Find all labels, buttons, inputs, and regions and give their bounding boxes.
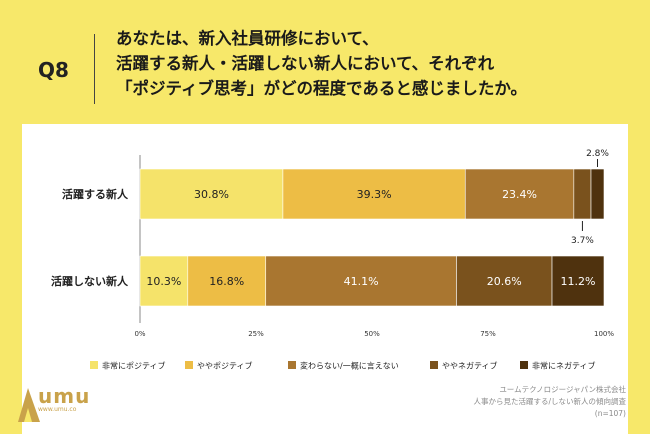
- legend-label: ややネガティブ: [442, 361, 498, 371]
- question-line: あなたは、新入社員研修において、: [116, 29, 379, 48]
- question-number: Q8: [38, 58, 69, 82]
- x-tick-label: 25%: [248, 330, 264, 338]
- question-line: 活躍する新人・活躍しない新人において、それぞれ: [116, 54, 495, 73]
- x-tick-label: 75%: [480, 330, 496, 338]
- bar-segment: [456, 255, 553, 307]
- header-divider: [94, 34, 95, 104]
- bar-segment: [573, 168, 592, 220]
- bar-segment: [139, 168, 284, 220]
- source-line: (n=107): [594, 409, 626, 418]
- legend-swatch: [288, 361, 296, 369]
- data-label: 2.8%: [586, 149, 609, 159]
- data-label: 11.2%: [561, 275, 596, 288]
- source-line: ユームテクノロジージャパン株式会社: [499, 385, 626, 394]
- data-label: 10.3%: [146, 275, 181, 288]
- data-label: 30.8%: [194, 188, 229, 201]
- source-line: 人事から見た活躍する/しない新人の傾向調査: [473, 397, 626, 406]
- data-label: 3.7%: [571, 236, 594, 246]
- question-text: あなたは、新入社員研修において、 活躍する新人・活躍しない新人において、それぞれ…: [116, 26, 636, 101]
- data-label: 16.8%: [209, 275, 244, 288]
- bar-segment: [551, 255, 605, 307]
- x-tick-label: 0%: [134, 330, 145, 338]
- bar-segment: [590, 168, 605, 220]
- legend-swatch: [520, 361, 528, 369]
- legend-swatch: [430, 361, 438, 369]
- question-header: Q8 あなたは、新入社員研修において、 活躍する新人・活躍しない新人において、そ…: [0, 0, 650, 120]
- legend-label: 変わらない/一概に言えない: [300, 361, 399, 371]
- data-label: 23.4%: [502, 188, 537, 201]
- bar-segment: [187, 255, 267, 307]
- data-label: 20.6%: [487, 275, 522, 288]
- bar-segment: [282, 168, 466, 220]
- legend-label: ややポジティブ: [197, 361, 253, 371]
- legend-swatch: [90, 361, 98, 369]
- bar-segment: [139, 255, 189, 307]
- legend-swatch: [185, 361, 193, 369]
- legend-label: 非常にポジティブ: [102, 361, 166, 371]
- logo-text: umu: [38, 384, 91, 408]
- bar-segment: [265, 255, 457, 307]
- umu-logo-icon: [18, 388, 40, 422]
- x-tick-label: 100%: [594, 330, 614, 338]
- category-label: 活躍する新人: [62, 187, 129, 201]
- data-label: 41.1%: [344, 275, 379, 288]
- logo-url: www.umu.co: [38, 406, 77, 413]
- x-tick-label: 50%: [364, 330, 380, 338]
- category-label: 活躍しない新人: [51, 274, 129, 288]
- data-label: 39.3%: [357, 188, 392, 201]
- legend-label: 非常にネガティブ: [532, 361, 596, 371]
- source-note: ユームテクノロジージャパン株式会社 人事から見た活躍する/しない新人の傾向調査 …: [473, 384, 626, 420]
- question-line: 「ポジティブ思考」がどの程度であると感じましたか。: [116, 79, 528, 98]
